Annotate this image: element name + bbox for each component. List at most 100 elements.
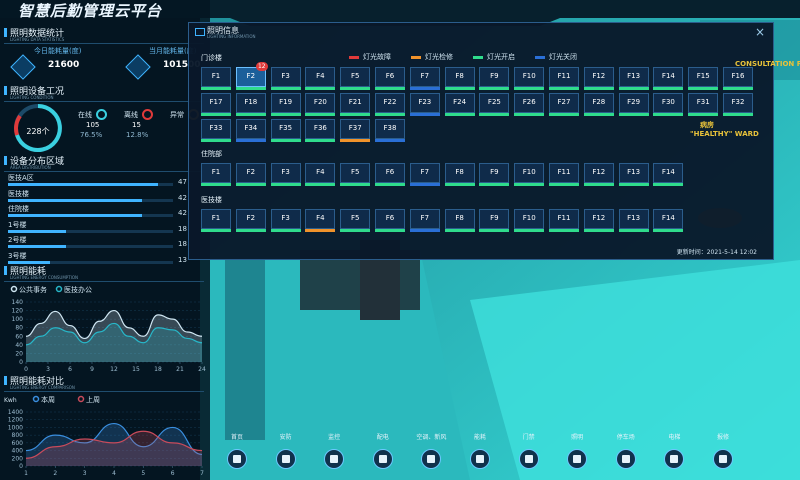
legend-swatch — [411, 56, 421, 59]
floor-tile[interactable]: F4 — [305, 163, 336, 183]
floor-tile[interactable]: F1 — [201, 163, 231, 183]
floor-status — [653, 87, 684, 90]
floor-tile[interactable]: F28 — [583, 93, 614, 113]
stat-label: 今日能耗量(度) — [34, 47, 82, 55]
floor-tile[interactable]: F9 — [479, 209, 510, 229]
floor-status — [340, 229, 371, 232]
floor-tile[interactable]: F32 — [723, 93, 753, 113]
floor-tile[interactable]: F3 — [270, 209, 301, 229]
floor-tile[interactable]: F13 — [618, 163, 649, 183]
floor-tile[interactable]: F22 — [375, 93, 405, 113]
floor-tile[interactable]: F16 — [723, 67, 753, 87]
floor-tile[interactable]: F4 — [305, 209, 336, 229]
floor-status — [270, 113, 301, 116]
floor-tile[interactable]: F5 — [340, 163, 371, 183]
scene-label: 病房 — [700, 121, 714, 129]
section-underline — [4, 281, 204, 282]
floor-tile[interactable]: F38 — [375, 119, 405, 139]
floor-tile[interactable]: F13 — [618, 67, 649, 87]
floor-tile[interactable]: F19 — [270, 93, 301, 113]
floor-tile[interactable]: F31 — [688, 93, 719, 113]
y-tick-label: 60 — [15, 333, 23, 340]
floor-tile[interactable]: F14 — [653, 67, 684, 87]
x-tick-label: 18 — [154, 366, 162, 373]
floor-tile[interactable]: F27 — [549, 93, 579, 113]
floor-tile[interactable]: F10 — [514, 67, 545, 87]
close-button[interactable]: × — [754, 25, 765, 39]
floor-tile[interactable]: F14 — [653, 163, 684, 183]
floor-tile[interactable]: F3 — [270, 67, 301, 87]
floor-tile[interactable]: F33 — [201, 119, 231, 139]
floor-tile[interactable]: F11 — [549, 67, 579, 87]
bar-track — [8, 260, 173, 264]
floor-tile[interactable]: F10 — [514, 209, 545, 229]
nav-icon — [427, 455, 436, 463]
floor-status — [549, 113, 579, 116]
floor-tile[interactable]: F20 — [305, 93, 336, 113]
floor-tile[interactable]: F34 — [235, 119, 266, 139]
floor-tile[interactable]: F36 — [305, 119, 336, 139]
floor-tile[interactable]: F11 — [549, 209, 579, 229]
floor-status — [270, 139, 301, 142]
floor-tile[interactable]: F13 — [618, 209, 649, 229]
floor-tile[interactable]: F4 — [305, 67, 336, 87]
floor-tile[interactable]: F10 — [514, 163, 545, 183]
floor-tile[interactable]: F9 — [479, 67, 510, 87]
bar-label: 1号楼 — [8, 220, 27, 229]
floor-tile[interactable]: F5 — [340, 67, 371, 87]
floor-tile[interactable]: F21 — [340, 93, 371, 113]
floor-tile[interactable]: F30 — [653, 93, 684, 113]
floor-tile[interactable]: F23 — [409, 93, 440, 113]
floor-status — [375, 139, 405, 142]
floor-tile[interactable]: F6 — [375, 209, 405, 229]
nav-label: 空调、新风 — [416, 434, 447, 441]
floor-tile[interactable]: F17 — [201, 93, 231, 113]
floor-status — [375, 87, 405, 90]
floor-status — [444, 87, 475, 90]
floor-tile[interactable]: F12 — [583, 209, 614, 229]
floor-tile[interactable]: F8 — [444, 209, 475, 229]
floor-tile[interactable]: F14 — [653, 209, 684, 229]
floor-status — [305, 113, 336, 116]
nav-label: 报修 — [716, 434, 729, 441]
floor-status — [583, 183, 614, 186]
floor-tile[interactable]: F5 — [340, 209, 371, 229]
floor-tile[interactable]: F7 — [409, 67, 440, 87]
floor-tile[interactable]: F12 — [583, 67, 614, 87]
floor-tile[interactable]: F29 — [618, 93, 649, 113]
floor-tile[interactable]: F24 — [444, 93, 475, 113]
floor-tile[interactable]: F8 — [444, 67, 475, 87]
floor-tile[interactable]: F2 — [235, 209, 266, 229]
floor-tile[interactable]: F7 — [409, 209, 440, 229]
floor-tile[interactable]: F25 — [479, 93, 510, 113]
floor-status — [653, 113, 684, 116]
legend-swatch — [349, 56, 359, 59]
floor-tile[interactable]: F9 — [479, 163, 510, 183]
floor-tile[interactable]: F6 — [375, 163, 405, 183]
modal-title: 照明信息 — [207, 26, 239, 35]
floor-tile[interactable]: F37 — [340, 119, 371, 139]
x-tick-label: 9 — [90, 366, 94, 373]
floor-tile[interactable]: F15 — [688, 67, 719, 87]
floor-tile[interactable]: F8 — [444, 163, 475, 183]
floor-status — [305, 139, 336, 142]
floor-tile[interactable]: F18 — [235, 93, 266, 113]
nav-label: 首页 — [230, 434, 243, 441]
floor-tile[interactable]: F2 — [235, 67, 266, 87]
floor-tile[interactable]: F6 — [375, 67, 405, 87]
floor-tile[interactable]: F11 — [549, 163, 579, 183]
floor-tile[interactable]: F7 — [409, 163, 440, 183]
floor-status — [270, 229, 301, 232]
x-tick-label: 7 — [200, 470, 204, 477]
floor-tile[interactable]: F2 — [235, 163, 266, 183]
floor-tile[interactable]: F35 — [270, 119, 301, 139]
floor-status — [235, 183, 266, 186]
stat-label: 当月能耗量(度) — [149, 47, 197, 55]
floor-badge: 12 — [255, 62, 268, 71]
floor-tile[interactable]: F12 — [583, 163, 614, 183]
floor-status — [583, 229, 614, 232]
floor-tile[interactable]: F1 — [201, 67, 231, 87]
floor-tile[interactable]: F1 — [201, 209, 231, 229]
floor-tile[interactable]: F3 — [270, 163, 301, 183]
floor-tile[interactable]: F26 — [514, 93, 545, 113]
